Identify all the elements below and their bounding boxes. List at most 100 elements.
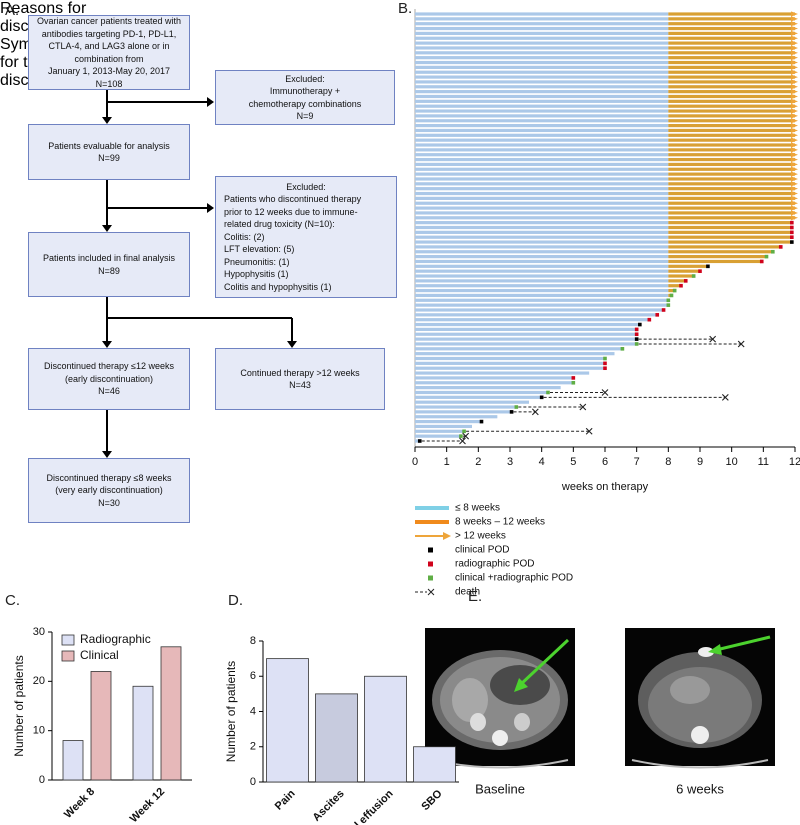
flow-text: (early discontinuation) — [64, 373, 154, 384]
death-marker — [737, 340, 745, 348]
bar-segment — [668, 259, 762, 264]
pod-marker — [634, 332, 639, 337]
continue-arrow — [791, 113, 798, 119]
flow-text: N=30 — [98, 497, 120, 508]
legend-swatch — [428, 575, 433, 581]
pod-marker — [462, 429, 466, 434]
legend-label: clinical +radiographic POD — [455, 573, 573, 584]
flow-box: Ovarian cancer patients treated with anti… — [28, 15, 190, 90]
x-tick-label: 3 — [507, 456, 513, 468]
bar-segment — [668, 216, 795, 220]
continue-arrow — [791, 210, 798, 216]
pod-marker — [666, 298, 671, 303]
bar-segment — [668, 41, 795, 45]
bar-segment — [415, 361, 605, 365]
bar-segment — [415, 259, 669, 264]
bar-segment — [415, 114, 669, 118]
legend-label: clinical POD — [455, 545, 509, 556]
pod-marker — [509, 410, 514, 414]
bar-segment — [415, 148, 669, 152]
pod-marker — [790, 220, 794, 225]
continue-arrow — [791, 45, 798, 51]
pod-marker — [571, 380, 576, 385]
flow-text: January 1, 2013-May 20, 2017 — [47, 66, 171, 76]
pod-marker — [778, 245, 783, 249]
bar-segment — [668, 17, 795, 21]
bar-segment — [668, 255, 767, 259]
bar-segment — [415, 337, 637, 341]
bar-segment — [668, 80, 795, 84]
bar-segment — [415, 133, 669, 137]
bar-segment — [668, 70, 795, 74]
flow-text: Colitis and hypophysitis (1) — [224, 281, 332, 292]
flow-text: Colitis: (2) — [224, 231, 265, 242]
death-marker — [709, 335, 717, 343]
continue-arrow — [791, 21, 798, 27]
bar-segment — [668, 206, 795, 210]
bar-segment — [668, 153, 795, 157]
pod-marker — [790, 230, 794, 235]
legend-label: ≤ 8 weeks — [455, 503, 500, 514]
bar-segment — [668, 230, 792, 234]
continue-arrow — [791, 166, 798, 172]
bar-segment — [415, 22, 669, 26]
flow-text: Ovarian cancer patients treated with — [36, 16, 182, 26]
bar-segment — [668, 167, 795, 171]
bar-segment — [415, 303, 669, 307]
death-marker — [459, 437, 466, 445]
bar-segment — [668, 196, 795, 200]
legend-swatch — [61, 634, 75, 646]
continue-arrow — [791, 64, 798, 70]
bar-segment — [668, 274, 694, 278]
bar-segment — [668, 148, 795, 152]
y-axis-label: Number of patients — [224, 661, 238, 762]
bar-segment — [415, 322, 640, 327]
bar-segment — [668, 12, 795, 16]
x-tick-label: 11 — [758, 456, 769, 468]
flow-text: Discontinued therapy ≤12 weeks — [43, 361, 174, 372]
continue-arrow — [791, 205, 798, 211]
flow-text: Patients who discontinued therapy — [224, 194, 362, 205]
bar-segment — [415, 60, 669, 65]
bar-segment — [415, 104, 669, 108]
bar-segment — [668, 133, 795, 137]
bar-segment — [668, 250, 773, 254]
y-axis-label: Number of patients — [12, 655, 26, 756]
bar-segment — [415, 366, 605, 370]
flow-text: N=9 — [296, 111, 314, 121]
pod-marker — [479, 419, 484, 424]
bar-segment — [415, 225, 669, 230]
bar-segment — [415, 17, 669, 21]
y-tick-label: 0 — [39, 774, 45, 786]
bar-segment — [415, 313, 658, 317]
bar-segment — [415, 162, 669, 167]
continue-arrow — [791, 127, 798, 134]
bar-segment — [668, 109, 795, 113]
flow-text: N=99 — [98, 153, 120, 163]
continue-arrow — [791, 16, 798, 22]
bar-segment — [415, 216, 669, 220]
bar-segment — [415, 342, 637, 346]
bar-segment — [415, 400, 529, 404]
continue-arrow — [791, 118, 798, 124]
flow-arrows — [102, 90, 297, 458]
flow-text: chemotherapy combinations — [248, 98, 362, 109]
bar-segment — [415, 327, 637, 331]
x-tick-label: Week 12 — [128, 786, 167, 825]
x-axis-label: weeks on therapy — [561, 481, 649, 493]
x-tick-label: 6 — [602, 456, 608, 468]
bar-segment — [415, 124, 669, 128]
panel-label: B. — [398, 0, 413, 17]
pod-marker — [655, 313, 660, 317]
flow-text: antibodies targeting PD-1, PD-L1, — [41, 28, 177, 39]
bar-segment — [415, 138, 669, 142]
bar-segment — [668, 235, 792, 239]
flow-text: prior to 12 weeks due to immune- — [224, 206, 358, 217]
bar-segment — [415, 167, 669, 171]
bar-segment — [415, 31, 669, 36]
death-marker — [462, 432, 470, 440]
bar-segment — [415, 230, 669, 234]
panel-label: A. — [5, 2, 20, 19]
x-tick-label: SBO — [419, 787, 445, 813]
